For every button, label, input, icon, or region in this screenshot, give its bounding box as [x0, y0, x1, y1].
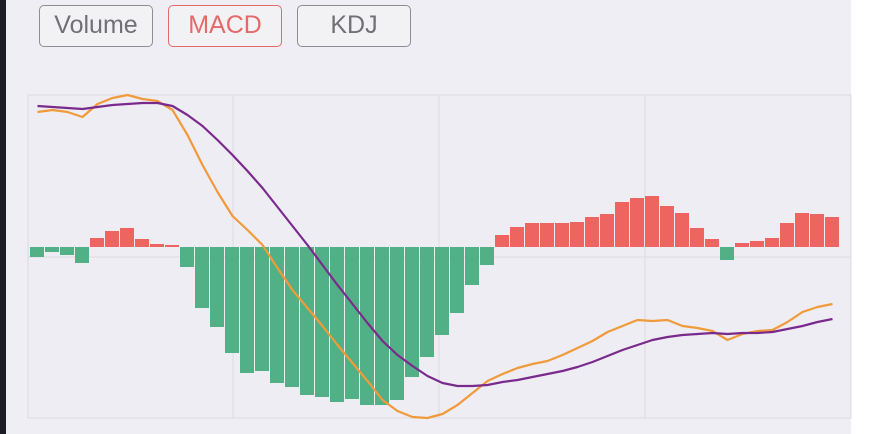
histogram-bar: [525, 223, 539, 247]
histogram-bar: [660, 206, 674, 247]
line: [37, 101, 833, 388]
histogram-bar: [75, 247, 89, 263]
histogram-bar: [180, 247, 194, 267]
window-edge: [0, 0, 6, 434]
histogram-bar: [630, 198, 644, 247]
histogram-bar: [390, 247, 404, 400]
histogram-bar: [270, 247, 284, 383]
histogram-bar: [690, 228, 704, 247]
histogram-bar: [405, 247, 419, 377]
histogram-bar: [360, 247, 374, 405]
histogram-bar: [45, 247, 59, 252]
histogram-bar: [330, 247, 344, 402]
histogram-bar: [120, 228, 134, 247]
histogram-bar: [645, 196, 659, 247]
histogram-bar: [195, 247, 209, 308]
histogram-bar: [135, 239, 149, 247]
histogram-bar: [480, 247, 494, 265]
histogram-bar: [675, 213, 689, 247]
histogram-bar: [240, 247, 254, 373]
histogram-bar: [555, 223, 569, 247]
histogram-bar: [705, 239, 719, 247]
tab-button[interactable]: Volume: [39, 5, 153, 47]
histogram-bar: [375, 247, 389, 405]
histogram-bar: [150, 244, 164, 247]
histogram-bar: [225, 247, 239, 353]
histogram-bar: [795, 213, 809, 247]
histogram-bar: [540, 223, 554, 247]
histogram-bar: [750, 241, 764, 247]
histogram-bar: [165, 245, 179, 247]
histogram-bar: [735, 243, 749, 247]
histogram-bar: [90, 238, 104, 247]
histogram-bar: [105, 231, 119, 247]
tab-button[interactable]: KDJ: [297, 5, 411, 47]
histogram-bar: [780, 223, 794, 247]
histogram-bar: [465, 247, 479, 285]
histogram-bar: [510, 227, 524, 247]
histogram-bar: [825, 217, 839, 247]
histogram-bar: [420, 247, 434, 357]
histogram-bar: [585, 217, 599, 247]
histogram-bar: [210, 247, 224, 327]
line: [37, 93, 833, 420]
histogram-bar: [60, 247, 74, 255]
histogram-bar: [435, 247, 449, 335]
tab-button[interactable]: MACD: [168, 5, 282, 47]
histogram-bar: [450, 247, 464, 313]
histogram-bar: [300, 247, 314, 395]
histogram-bar: [570, 222, 584, 247]
histogram-bar: [255, 247, 269, 371]
histogram-bar: [615, 202, 629, 247]
histogram-bar: [345, 247, 359, 399]
histogram-bar: [30, 247, 44, 257]
histogram-bar: [315, 247, 329, 397]
histogram-bar: [600, 214, 614, 247]
histogram-bar: [810, 214, 824, 247]
histogram-bar: [765, 238, 779, 247]
histogram-bar: [720, 247, 734, 260]
histogram-bar: [285, 247, 299, 387]
histogram-bar: [495, 235, 509, 247]
